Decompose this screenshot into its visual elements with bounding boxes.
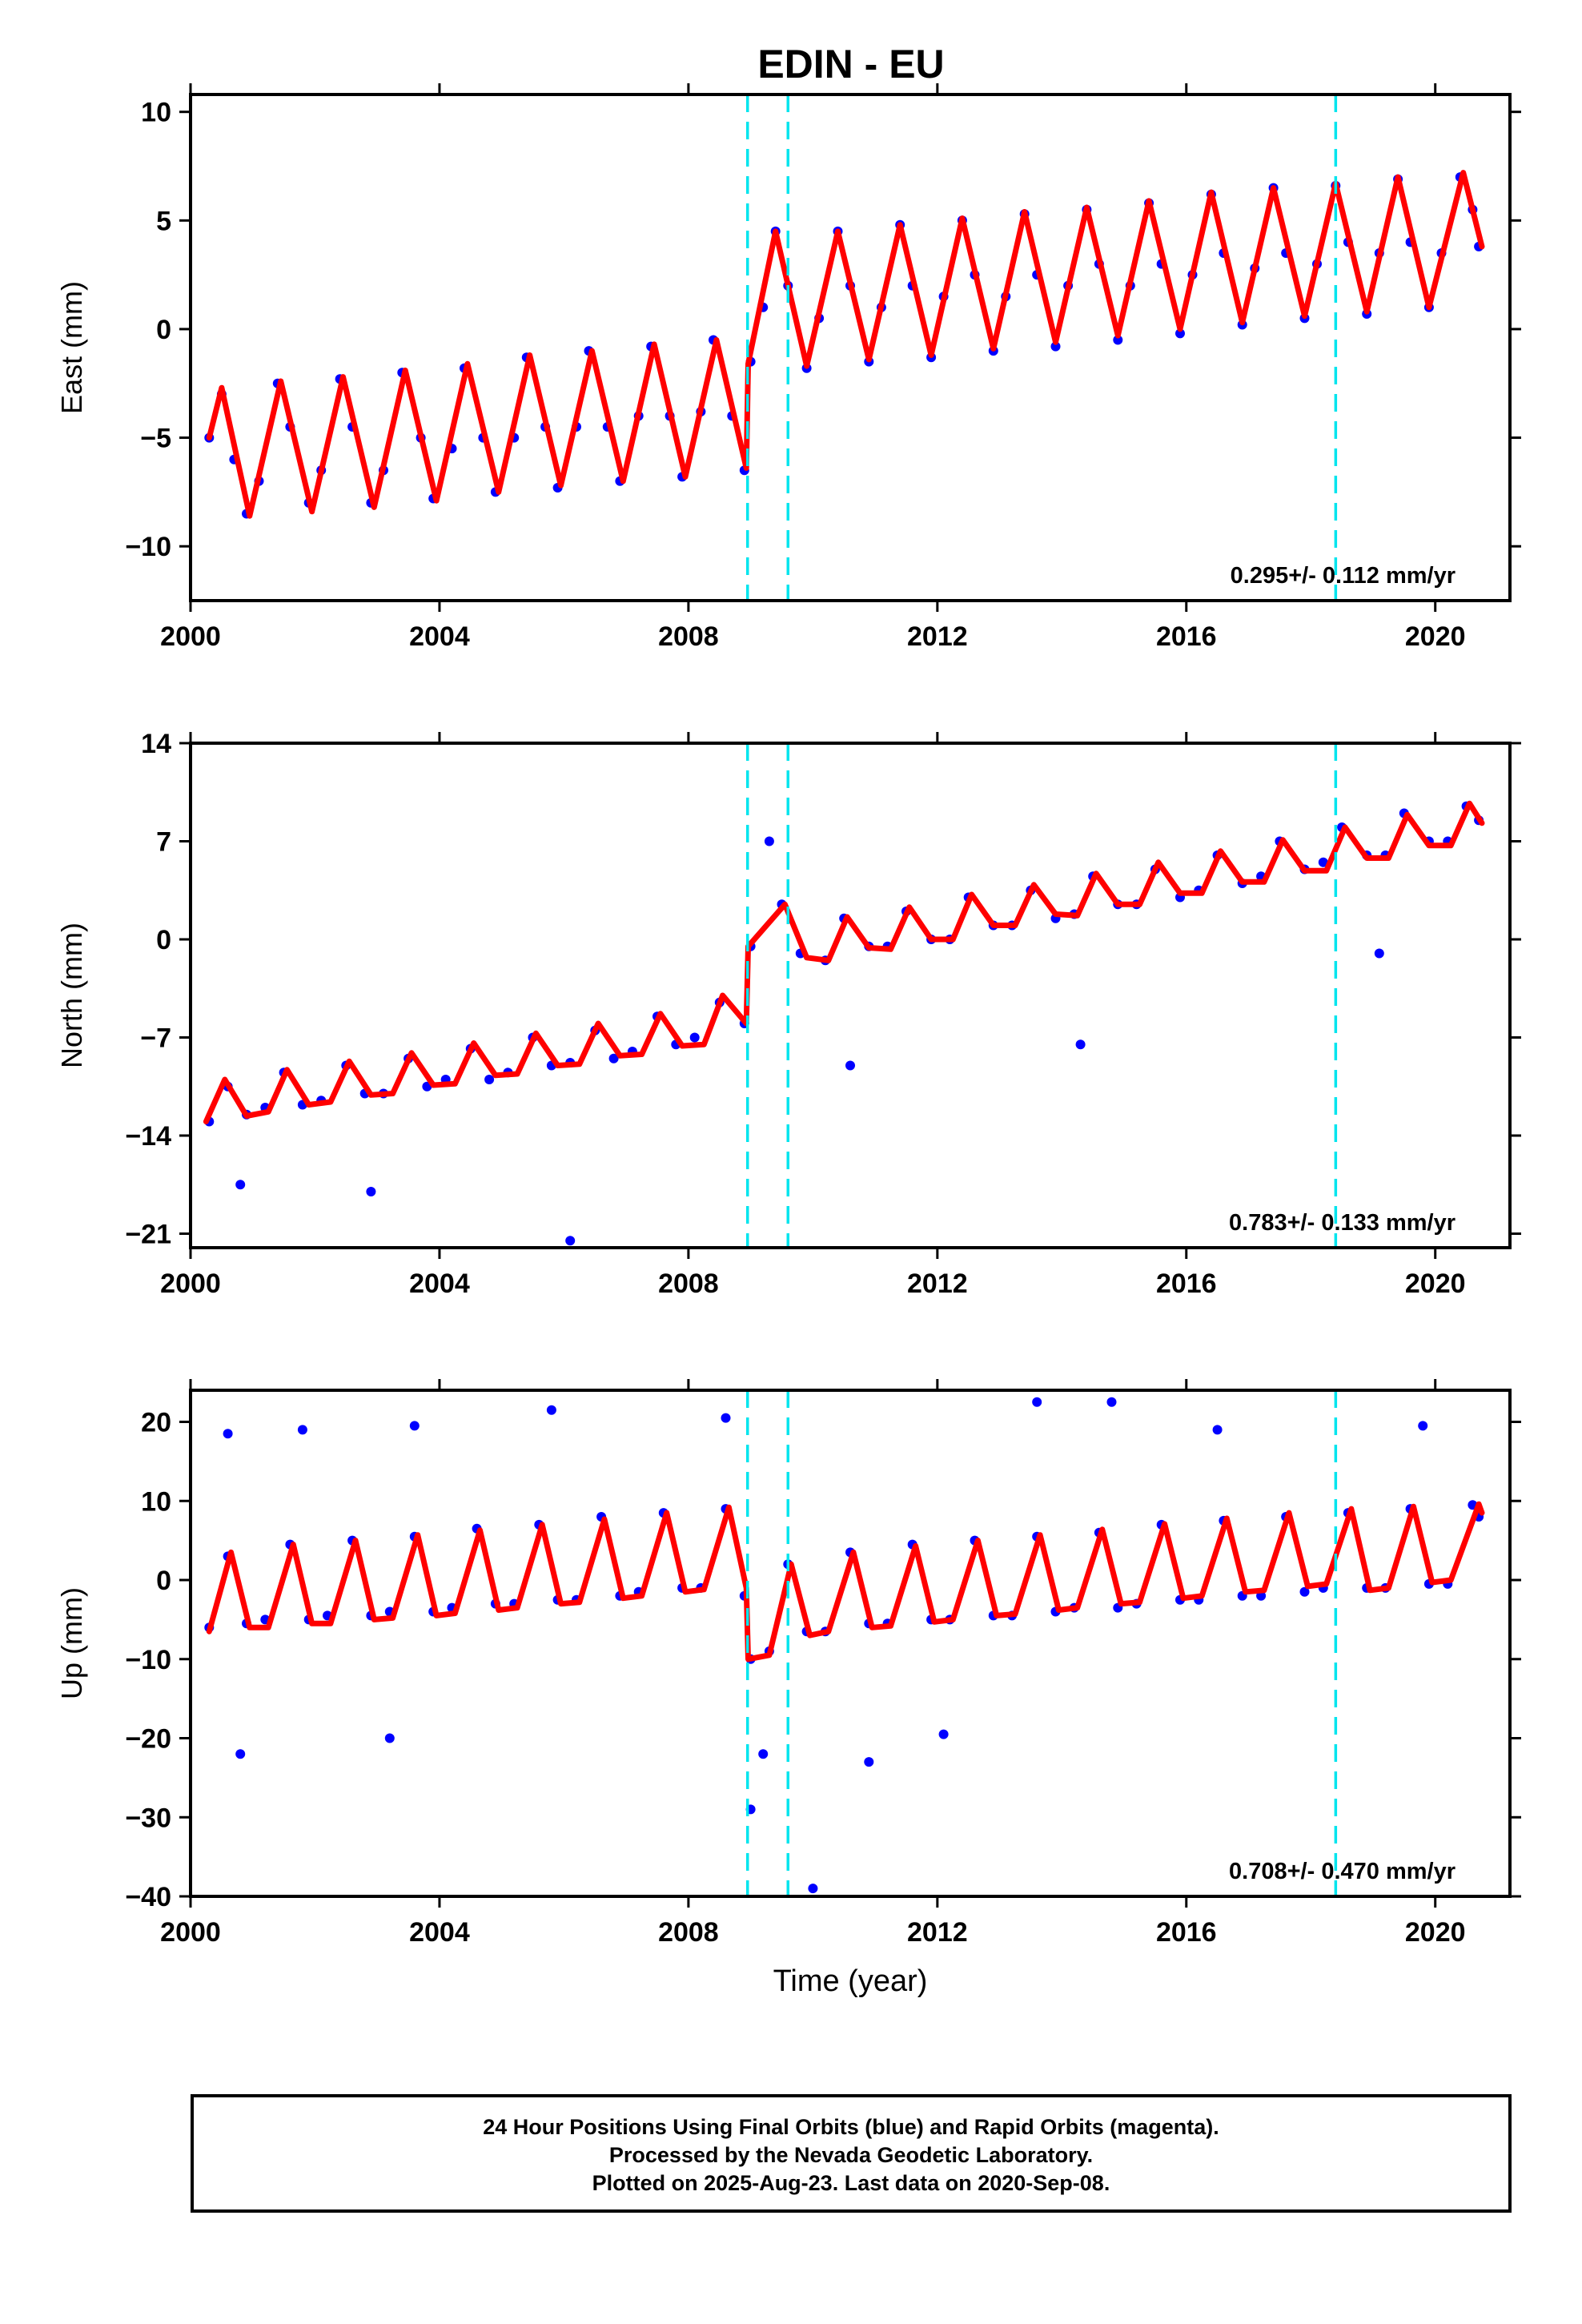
north-point <box>484 1075 495 1084</box>
north-point <box>608 1053 619 1063</box>
north-plot-area <box>203 743 1485 1248</box>
up-point <box>384 1733 395 1743</box>
north-velocity-label: 0.783+/- 0.133 mm/yr <box>1229 1210 1456 1236</box>
up-point <box>1106 1397 1117 1407</box>
east-y-tick-label: −5 <box>140 424 171 454</box>
east-point <box>1050 341 1061 352</box>
up-x-tick-label: 2000 <box>160 1917 221 1948</box>
up-x-tick-label: 2012 <box>907 1917 968 1948</box>
north-x-tick-label: 2004 <box>409 1269 470 1299</box>
up-velocity-label: 0.708+/- 0.470 mm/yr <box>1229 1859 1456 1884</box>
east-x-tick-label: 2016 <box>1156 621 1217 652</box>
north-x-tick-label: 2020 <box>1405 1269 1466 1299</box>
up-x-axis-label: Time (year) <box>773 1964 928 1998</box>
up-point <box>721 1413 731 1423</box>
east-x-tick-label: 2020 <box>1405 621 1466 652</box>
east-plot-area <box>204 94 1485 601</box>
east-y-tick-label: −10 <box>125 532 171 562</box>
north-y-tick-label: −14 <box>125 1121 171 1152</box>
north-point <box>1374 948 1384 959</box>
north-frame <box>189 742 1512 1249</box>
east-velocity-label: 0.295+/- 0.112 mm/yr <box>1231 563 1456 589</box>
east-point <box>1175 328 1185 339</box>
up-y-axis-label: Up (mm) <box>55 1587 88 1699</box>
east-x-tick-label: 2000 <box>160 621 221 652</box>
up-point <box>1299 1586 1310 1597</box>
north-y-tick-label: 14 <box>141 729 171 759</box>
up-y-tick-label: −30 <box>125 1803 171 1833</box>
north-y-tick-label: 0 <box>156 925 171 955</box>
north-x-tick-label: 2008 <box>658 1269 719 1299</box>
east-model-line <box>206 170 1485 519</box>
north-y-tick-label: 7 <box>156 827 171 858</box>
up-plot-area <box>204 1390 1485 1896</box>
east-x-tick-label: 2012 <box>907 621 968 652</box>
up-frame <box>189 1389 1512 1898</box>
up-point <box>1212 1425 1223 1435</box>
north-x-tick-label: 2016 <box>1156 1269 1217 1299</box>
north-panel: 2000 2004 2008 2012 2016 2020 −21 −14 −7 0 7 14 Nort… <box>55 729 1521 1299</box>
up-point <box>235 1749 246 1759</box>
north-point <box>235 1180 246 1190</box>
chart-title: EDIN - EU <box>757 42 944 86</box>
up-x-tick-label: 2008 <box>658 1917 719 1948</box>
up-point <box>864 1757 874 1767</box>
up-y-tick-label: 10 <box>141 1486 171 1517</box>
north-y-axis-label: North (mm) <box>55 923 88 1068</box>
east-point <box>1113 335 1123 345</box>
north-y-tick-label: −7 <box>140 1023 171 1054</box>
north-x-tick-label: 2012 <box>907 1269 968 1299</box>
up-x-tick-label: 2020 <box>1405 1917 1466 1948</box>
caption-line-3: Plotted on 2025-Aug-23. Last data on 202… <box>592 2171 1110 2195</box>
up-point <box>409 1421 420 1431</box>
north-point <box>1318 857 1328 867</box>
caption-line-2: Processed by the Nevada Geodetic Laborat… <box>608 2143 1094 2167</box>
east-y-tick-label: 10 <box>141 98 171 128</box>
up-point <box>808 1884 818 1894</box>
east-y-tick-label: 5 <box>156 206 171 236</box>
up-point <box>223 1429 233 1439</box>
up-point <box>546 1405 556 1415</box>
north-point <box>1075 1039 1086 1050</box>
caption-box: 24 Hour Positions Using Final Orbits (bl… <box>191 2094 1512 2213</box>
north-point <box>764 836 774 846</box>
east-y-tick-label: 0 <box>156 315 171 345</box>
caption-line-1: 24 Hour Positions Using Final Orbits (bl… <box>483 2115 1219 2139</box>
north-x-tick-label: 2000 <box>160 1269 221 1299</box>
up-point <box>297 1425 307 1435</box>
up-y-tick-label: −10 <box>125 1645 171 1675</box>
north-y-tick-label: −21 <box>125 1220 171 1250</box>
north-point <box>689 1032 700 1043</box>
up-panel: 2000 2004 2008 2012 2016 2020 −40 −30 −20 −10 0 10 2… <box>55 1379 1521 1998</box>
east-y-axis-label: East (mm) <box>55 281 88 414</box>
up-point <box>1032 1397 1042 1407</box>
up-point <box>1418 1421 1428 1431</box>
up-y-tick-label: 20 <box>141 1408 171 1438</box>
up-y-tick-label: −20 <box>125 1724 171 1755</box>
east-panel: 2000 2004 2008 2012 2016 2020 −10 −5 0 5 10 East (m… <box>55 83 1521 652</box>
north-point <box>845 1060 855 1071</box>
up-x-tick-label: 2004 <box>409 1917 470 1948</box>
up-y-tick-label: 0 <box>156 1566 171 1596</box>
up-x-tick-label: 2016 <box>1156 1917 1217 1948</box>
up-point <box>938 1729 949 1739</box>
north-point <box>565 1236 576 1246</box>
east-x-tick-label: 2004 <box>409 621 470 652</box>
east-x-tick-label: 2008 <box>658 621 719 652</box>
north-point <box>366 1187 376 1196</box>
up-model-line <box>206 1501 1485 1663</box>
north-model-line <box>203 800 1485 1124</box>
east-frame <box>189 93 1512 602</box>
up-y-tick-label: −40 <box>125 1882 171 1912</box>
up-point <box>758 1749 769 1759</box>
